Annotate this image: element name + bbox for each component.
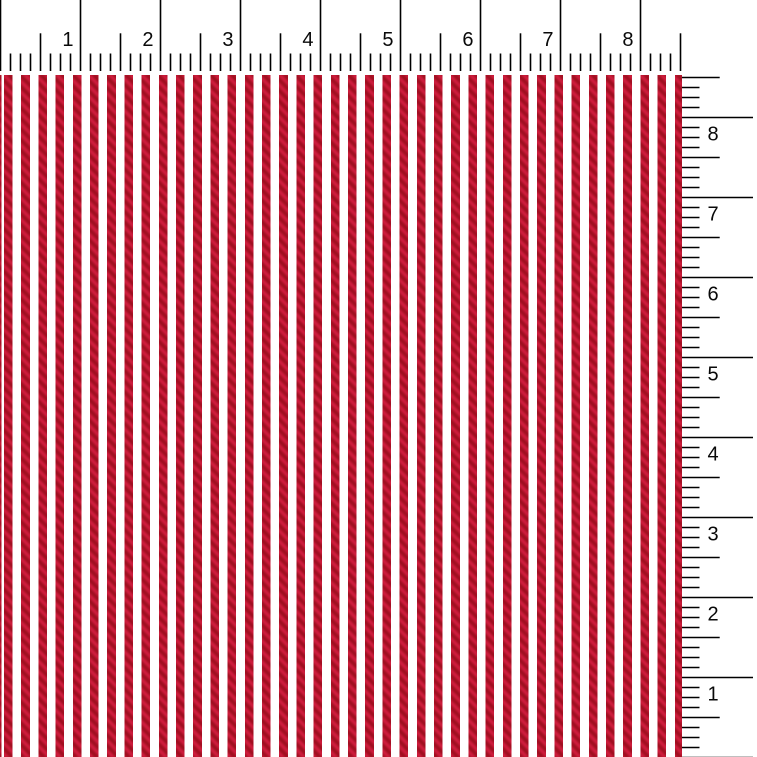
svg-text:7: 7 — [708, 204, 719, 226]
svg-text:8: 8 — [708, 124, 719, 146]
svg-text:2: 2 — [708, 604, 719, 626]
svg-text:2: 2 — [142, 29, 153, 51]
svg-text:5: 5 — [382, 29, 393, 51]
svg-text:1: 1 — [62, 29, 73, 51]
svg-text:5: 5 — [708, 364, 719, 386]
svg-text:6: 6 — [462, 29, 473, 51]
svg-text:8: 8 — [622, 29, 633, 51]
svg-text:4: 4 — [302, 29, 313, 51]
svg-text:1: 1 — [708, 684, 719, 706]
svg-text:6: 6 — [708, 284, 719, 306]
svg-text:3: 3 — [708, 524, 719, 546]
svg-text:3: 3 — [222, 29, 233, 51]
svg-text:7: 7 — [542, 29, 553, 51]
svg-text:4: 4 — [708, 444, 719, 466]
